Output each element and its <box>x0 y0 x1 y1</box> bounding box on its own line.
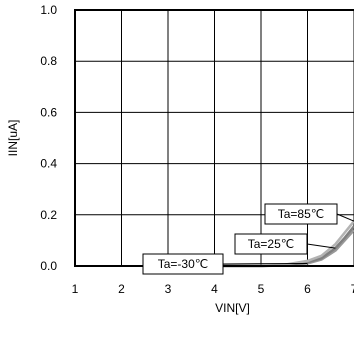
annotation-leader <box>336 213 354 222</box>
x-axis-label: VIN[V] <box>215 301 250 315</box>
annotation-leader <box>306 243 336 249</box>
annotation-box <box>264 203 338 225</box>
x-tick-label: 3 <box>165 282 172 296</box>
annotation-leaders <box>222 213 354 265</box>
y-tick-labels: 0.0 0.2 0.4 0.6 0.8 1.0 <box>40 3 57 273</box>
x-tick-label: 2 <box>118 282 125 296</box>
x-tick-label: 7 <box>351 282 354 296</box>
x-tick-labels: 1 2 3 4 5 6 7 <box>72 282 354 296</box>
y-tick-label: 1.0 <box>40 3 57 17</box>
annotation-label: Ta=25℃ <box>248 237 295 251</box>
grid <box>75 10 354 266</box>
x-tick-label: 4 <box>211 282 218 296</box>
annotation-box <box>234 233 308 255</box>
annotation-label: Ta=-30℃ <box>158 257 209 271</box>
x-tick-label: 5 <box>258 282 265 296</box>
annotations: Ta=-30℃ Ta=25℃ Ta=85℃ <box>142 203 338 275</box>
annotation-box <box>142 253 224 275</box>
y-tick-label: 0.2 <box>40 208 57 222</box>
y-tick-label: 0.6 <box>40 105 57 119</box>
y-axis-label: IIN[uA] <box>6 120 20 157</box>
x-tick-label: 6 <box>304 282 311 296</box>
y-tick-label: 0.4 <box>40 157 57 171</box>
x-tick-label: 1 <box>72 282 79 296</box>
annotation-label: Ta=85℃ <box>278 207 325 221</box>
y-tick-label: 0.8 <box>40 54 57 68</box>
y-tick-label: 0.0 <box>40 259 57 273</box>
annotation-leader <box>222 262 308 265</box>
